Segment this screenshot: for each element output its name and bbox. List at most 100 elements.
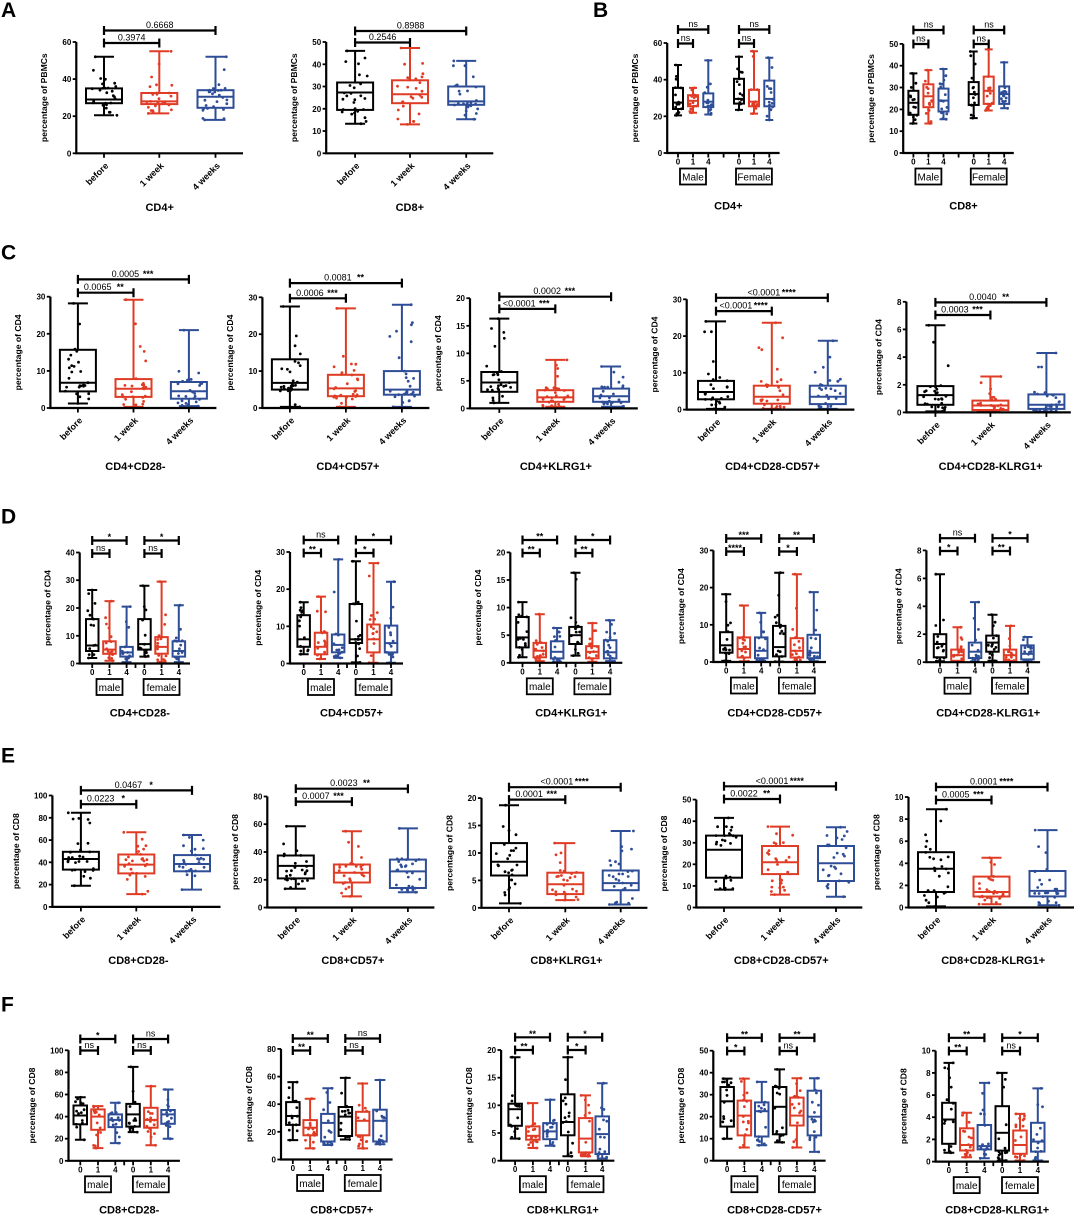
- svg-text:30: 30: [36, 293, 45, 302]
- svg-text:**: **: [763, 789, 771, 799]
- svg-text:E: E: [1, 745, 15, 768]
- svg-text:4: 4: [973, 667, 978, 676]
- svg-text:50: 50: [889, 40, 898, 49]
- svg-text:0.0007: 0.0007: [302, 791, 330, 801]
- svg-text:****: ****: [790, 776, 805, 786]
- svg-text:40: 40: [66, 549, 75, 558]
- svg-text:20: 20: [248, 330, 257, 339]
- svg-text:1: 1: [590, 667, 595, 676]
- svg-text:0: 0: [566, 1165, 571, 1174]
- svg-text:percentage of CD4: percentage of CD4: [13, 314, 23, 390]
- svg-text:percentage of PBMCs: percentage of PBMCs: [289, 53, 299, 142]
- svg-text:10: 10: [699, 1135, 708, 1144]
- svg-text:0: 0: [354, 668, 359, 677]
- svg-text:10: 10: [682, 882, 691, 891]
- svg-text:male: male: [734, 1180, 756, 1191]
- svg-text:female: female: [577, 682, 607, 693]
- svg-text:CD8+CD28-CD57+: CD8+CD28-CD57+: [727, 1205, 822, 1217]
- svg-text:4: 4: [378, 1164, 383, 1173]
- svg-text:**: **: [117, 282, 125, 292]
- svg-text:percentage of CD8: percentage of CD8: [11, 813, 21, 889]
- svg-text:0.0467: 0.0467: [115, 780, 143, 790]
- svg-text:male: male: [529, 682, 551, 693]
- svg-text:percentage of CD8: percentage of CD8: [444, 815, 454, 891]
- svg-text:male: male: [522, 1180, 544, 1191]
- svg-text:10: 10: [922, 1047, 931, 1056]
- svg-text:female: female: [782, 1180, 812, 1191]
- svg-text:*: *: [363, 545, 367, 555]
- svg-text:80: 80: [267, 1045, 276, 1054]
- svg-text:0: 0: [704, 1157, 709, 1166]
- svg-text:CD4+CD28-: CD4+CD28-: [110, 708, 171, 720]
- svg-text:0.0001: 0.0001: [970, 777, 998, 787]
- svg-text:ns: ns: [749, 19, 759, 29]
- svg-text:4: 4: [326, 1164, 331, 1173]
- svg-text:15: 15: [456, 322, 465, 331]
- svg-text:female: female: [1005, 1181, 1035, 1192]
- svg-text:percentage of CD4: percentage of CD4: [473, 569, 483, 645]
- svg-text:**: **: [520, 1042, 528, 1052]
- svg-text:0: 0: [461, 404, 466, 413]
- svg-text:0: 0: [301, 668, 306, 677]
- svg-text:0: 0: [41, 404, 46, 413]
- svg-text:40: 40: [699, 1069, 708, 1078]
- svg-text:**: **: [1002, 292, 1010, 302]
- svg-text:CD4+: CD4+: [714, 201, 742, 213]
- svg-text:*: *: [591, 532, 595, 542]
- svg-text:CD8+: CD8+: [396, 202, 424, 214]
- svg-text:20: 20: [312, 105, 321, 114]
- svg-text:<0.0001: <0.0001: [541, 777, 574, 787]
- svg-text:0.0223: 0.0223: [87, 794, 115, 804]
- svg-text:30: 30: [66, 576, 75, 585]
- svg-text:male: male: [733, 681, 755, 692]
- svg-text:20: 20: [276, 585, 285, 594]
- svg-text:40: 40: [38, 858, 47, 867]
- svg-text:***: ***: [565, 286, 576, 296]
- svg-text:female: female: [348, 1179, 378, 1190]
- svg-text:***: ***: [143, 269, 154, 279]
- svg-text:CD8+CD57+: CD8+CD57+: [321, 955, 384, 967]
- svg-text:1: 1: [531, 1165, 536, 1174]
- svg-text:0: 0: [737, 158, 742, 167]
- svg-text:**: **: [536, 532, 544, 542]
- svg-text:CD8+CD57+: CD8+CD57+: [310, 1205, 373, 1217]
- svg-text:**: **: [793, 530, 801, 540]
- svg-text:0: 0: [513, 1165, 518, 1174]
- svg-text:40: 40: [653, 76, 662, 85]
- svg-text:0: 0: [725, 1165, 730, 1174]
- svg-text:*: *: [575, 1042, 579, 1052]
- svg-text:*: *: [149, 780, 153, 790]
- svg-text:1: 1: [107, 668, 112, 677]
- svg-text:*: *: [1008, 530, 1012, 540]
- svg-text:20: 20: [673, 332, 682, 341]
- svg-text:****: ****: [782, 287, 797, 297]
- svg-text:0: 0: [897, 408, 902, 417]
- svg-text:1: 1: [742, 667, 747, 676]
- svg-text:15: 15: [496, 576, 505, 585]
- svg-text:30: 30: [682, 839, 691, 848]
- svg-text:CD4+CD28-: CD4+CD28-: [105, 461, 166, 473]
- svg-text:male: male: [299, 1179, 321, 1190]
- svg-text:0.0005: 0.0005: [942, 790, 970, 800]
- svg-text:1: 1: [795, 1165, 800, 1174]
- svg-text:0.0081: 0.0081: [324, 273, 352, 283]
- svg-text:0: 0: [917, 658, 922, 667]
- svg-text:female: female: [571, 1180, 601, 1191]
- svg-text:****: ****: [999, 777, 1014, 787]
- svg-text:20: 20: [38, 881, 47, 890]
- svg-text:percentage of PBMCs: percentage of PBMCs: [866, 54, 876, 143]
- svg-text:**: **: [363, 778, 371, 788]
- svg-text:Female: Female: [972, 172, 1006, 183]
- svg-text:Male: Male: [682, 172, 704, 183]
- svg-text:0: 0: [911, 158, 916, 167]
- svg-text:5: 5: [472, 876, 477, 885]
- svg-text:5: 5: [501, 631, 506, 640]
- svg-text:0: 0: [90, 668, 95, 677]
- svg-text:4: 4: [1025, 667, 1030, 676]
- svg-text:10: 10: [276, 622, 285, 631]
- svg-text:0: 0: [317, 149, 322, 158]
- svg-text:4: 4: [177, 668, 182, 677]
- svg-text:*: *: [583, 1029, 587, 1039]
- svg-text:1: 1: [319, 668, 324, 677]
- svg-text:1: 1: [308, 1164, 313, 1173]
